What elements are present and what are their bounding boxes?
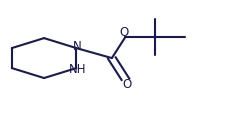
Text: N: N [72, 40, 81, 53]
Text: O: O [122, 78, 130, 91]
Text: O: O [119, 26, 128, 39]
Text: NH: NH [68, 63, 86, 76]
